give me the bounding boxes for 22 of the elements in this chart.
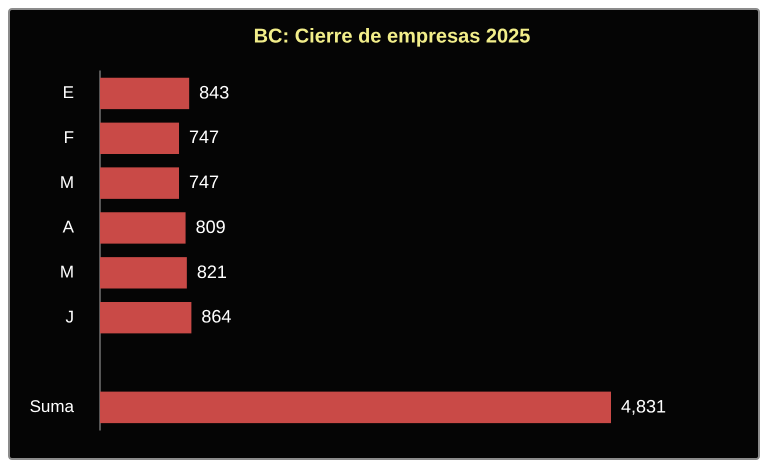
y-tick-label: Suma [30,397,75,416]
bar [100,167,180,199]
bar [100,257,187,289]
data-label: 864 [201,306,232,327]
data-label: 747 [189,127,220,148]
data-label: 4,831 [621,396,666,416]
bar [100,78,190,110]
y-tick-label: F [64,128,74,147]
chart-title: BC: Cierre de empresas 2025 [254,26,530,48]
bar [100,122,180,154]
y-tick-label: E [62,83,74,102]
bar [100,392,611,424]
bar [100,212,186,244]
y-tick-label: M [60,172,74,192]
y-tick-label: A [62,218,75,237]
y-tick-label: M [60,262,74,282]
data-label: 747 [189,172,220,192]
data-label: 821 [196,262,227,282]
bar [100,302,192,334]
data-label: 809 [196,216,226,237]
data-label: 843 [199,82,230,102]
y-tick-label: J [66,307,74,326]
